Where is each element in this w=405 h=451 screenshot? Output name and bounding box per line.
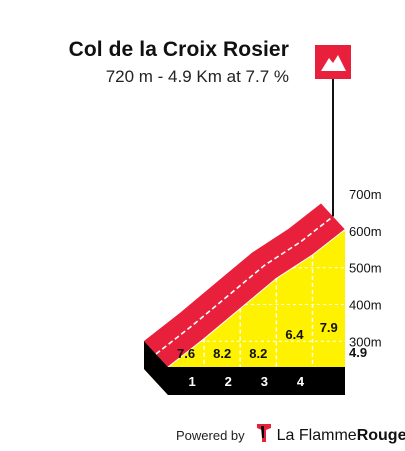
y-tick-label: 300m bbox=[349, 334, 382, 349]
y-tick-label: 500m bbox=[349, 261, 382, 276]
y-tick-label: 700m bbox=[349, 187, 382, 202]
x-tick-label: 1 bbox=[189, 374, 196, 389]
x-tick-label: 2 bbox=[225, 374, 232, 389]
segment-gradient-label: 6.4 bbox=[285, 327, 304, 342]
climb-title: Col de la Croix Rosier bbox=[68, 38, 289, 61]
y-tick-label: 600m bbox=[349, 224, 382, 239]
profile-edge bbox=[167, 229, 346, 368]
segment-gradient-label: 8.2 bbox=[213, 346, 231, 361]
profile-top-dashline bbox=[155, 215, 334, 355]
brand-name: La FlammeRouge bbox=[277, 427, 405, 445]
segment-gradient-label: 7.6 bbox=[177, 346, 195, 361]
x-end-label: 4.9 bbox=[349, 345, 367, 360]
brand-name-regular: La Flamme bbox=[276, 426, 357, 444]
brand-name-bold: Rouge bbox=[356, 426, 405, 444]
x-tick-label: 4 bbox=[297, 374, 305, 389]
climb-subtitle: 720 m - 4.9 Km at 7.7 % bbox=[105, 67, 289, 86]
summit-mountain-icon bbox=[321, 55, 346, 71]
footer: Powered by La FlammeRouge bbox=[176, 422, 405, 449]
profile-base-band bbox=[168, 367, 345, 395]
segment-gradient-label: 7.9 bbox=[320, 320, 338, 335]
profile-side-base bbox=[144, 341, 168, 395]
summit-flag bbox=[315, 45, 351, 79]
profile-top-band bbox=[144, 203, 345, 367]
segment-gradient-label: 8.2 bbox=[249, 346, 267, 361]
profile-front-face bbox=[168, 229, 345, 367]
y-tick-label: 400m bbox=[349, 298, 382, 313]
powered-by-label: Powered by bbox=[176, 428, 245, 443]
flame-logo-icon bbox=[255, 422, 273, 449]
x-tick-label: 3 bbox=[261, 374, 268, 389]
